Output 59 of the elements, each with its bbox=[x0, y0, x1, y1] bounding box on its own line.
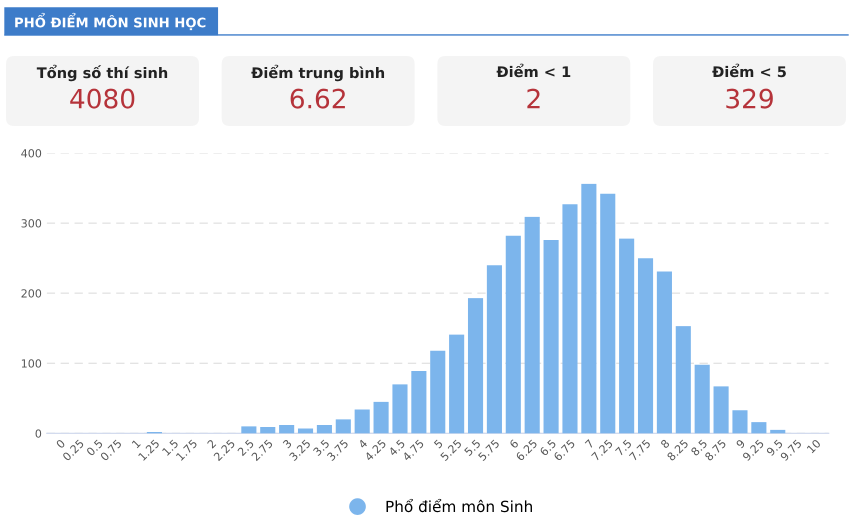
text: 2 bbox=[527, 88, 540, 108]
bar bbox=[694, 364, 710, 434]
legend-label: Phổ điểm môn Sinh bbox=[386, 498, 532, 512]
y-tick-label: 400 bbox=[21, 149, 42, 158]
x-tick-label: 1.5 bbox=[162, 439, 179, 456]
x-tick-label: 7.5 bbox=[615, 439, 632, 456]
bar bbox=[354, 410, 370, 434]
bar bbox=[751, 422, 766, 434]
bar bbox=[676, 326, 691, 434]
x-tick-label: 7 bbox=[584, 439, 594, 449]
bar bbox=[430, 350, 446, 434]
bar bbox=[316, 424, 332, 434]
bar bbox=[449, 334, 464, 434]
x-tick-label: 2.5 bbox=[237, 439, 254, 456]
x-tick-label: 4 bbox=[358, 438, 368, 449]
bar bbox=[486, 265, 502, 434]
x-tick-label: 3.5 bbox=[312, 439, 330, 456]
bar bbox=[279, 424, 294, 434]
text: PHỔ ĐIỂM MÔN SINH HỌC bbox=[15, 12, 206, 30]
bar bbox=[524, 216, 540, 434]
text: Điểm trung bình bbox=[251, 64, 384, 82]
bar bbox=[619, 238, 634, 434]
text: 329 bbox=[726, 88, 773, 109]
bar bbox=[392, 384, 408, 434]
bar bbox=[600, 194, 616, 434]
x-tick-label: 9 bbox=[736, 438, 746, 449]
text: 4080 bbox=[70, 88, 134, 109]
text: 6.62 bbox=[290, 88, 345, 109]
bar bbox=[506, 236, 521, 434]
bar bbox=[241, 426, 256, 434]
bar bbox=[562, 204, 578, 434]
x-tick-label: 2 bbox=[206, 439, 216, 449]
bar bbox=[581, 184, 596, 434]
x-tick-label: 10 bbox=[806, 438, 822, 454]
x-tick-label: 8 bbox=[660, 438, 670, 449]
bar bbox=[374, 402, 389, 434]
x-tick-label: 0 bbox=[56, 438, 66, 449]
bar bbox=[468, 298, 484, 434]
bar bbox=[544, 240, 559, 434]
bar bbox=[732, 410, 748, 434]
text: Tổng số thí sinh bbox=[36, 64, 168, 82]
y-tick-label: 0 bbox=[36, 429, 42, 438]
bar bbox=[336, 419, 351, 434]
bar bbox=[656, 272, 672, 434]
text: Điểm < 1 bbox=[496, 64, 570, 78]
bar bbox=[260, 427, 276, 434]
bar bbox=[638, 258, 654, 434]
bar bbox=[298, 428, 314, 434]
x-tick-label: 4.5 bbox=[388, 439, 406, 456]
y-tick-label: 300 bbox=[22, 219, 42, 228]
x-tick-label: 6 bbox=[508, 438, 519, 449]
y-tick-label: 100 bbox=[22, 359, 42, 368]
y-tick-label: 200 bbox=[21, 289, 42, 298]
x-tick-label: 3 bbox=[282, 438, 292, 449]
x-tick-label: 5.5 bbox=[464, 439, 481, 456]
text: Điểm < 5 bbox=[712, 64, 786, 78]
bar bbox=[714, 386, 729, 434]
x-tick-label: 5 bbox=[434, 439, 444, 449]
bar bbox=[411, 371, 426, 434]
